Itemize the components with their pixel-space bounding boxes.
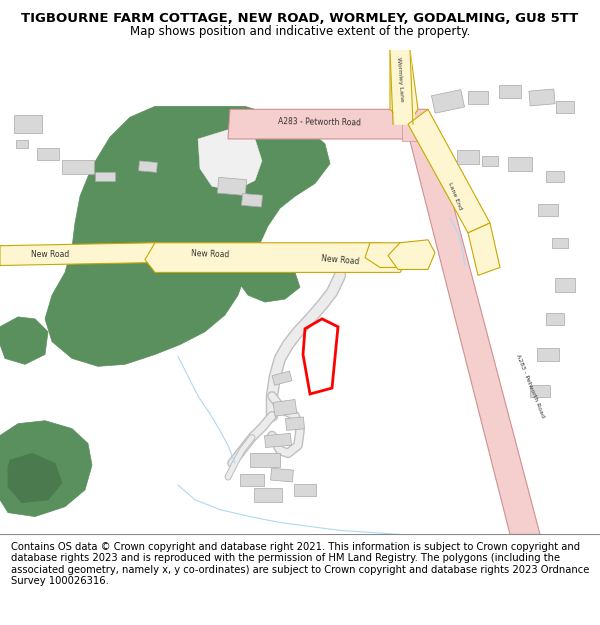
Bar xyxy=(482,156,498,166)
Polygon shape xyxy=(145,242,410,272)
Bar xyxy=(272,371,292,385)
Bar xyxy=(37,148,59,160)
Bar xyxy=(468,91,488,104)
Polygon shape xyxy=(228,109,418,139)
Bar xyxy=(242,194,262,207)
Bar xyxy=(530,384,550,398)
Polygon shape xyxy=(388,240,435,269)
Polygon shape xyxy=(45,106,330,366)
Text: Lane End: Lane End xyxy=(447,182,463,211)
Bar xyxy=(14,115,42,133)
Text: A283 - Petworth Road: A283 - Petworth Road xyxy=(278,117,362,128)
Bar xyxy=(529,89,555,106)
Bar xyxy=(139,161,157,172)
Bar xyxy=(265,433,292,447)
Bar xyxy=(555,278,575,292)
Polygon shape xyxy=(8,453,62,503)
Text: New Road: New Road xyxy=(31,250,69,259)
Polygon shape xyxy=(390,50,415,124)
Text: TIGBOURNE FARM COTTAGE, NEW ROAD, WORMLEY, GODALMING, GU8 5TT: TIGBOURNE FARM COTTAGE, NEW ROAD, WORMLE… xyxy=(22,12,578,26)
Bar xyxy=(538,204,558,216)
Polygon shape xyxy=(390,50,418,124)
Bar xyxy=(546,171,564,182)
Text: Map shows position and indicative extent of the property.: Map shows position and indicative extent… xyxy=(130,24,470,38)
Text: New Road: New Road xyxy=(191,249,229,260)
Bar xyxy=(273,399,297,416)
Bar xyxy=(556,101,574,113)
Bar xyxy=(16,140,28,148)
Bar xyxy=(240,474,264,486)
Bar xyxy=(499,84,521,98)
Bar xyxy=(95,172,115,181)
Text: New Road: New Road xyxy=(320,254,359,267)
Bar xyxy=(537,348,559,361)
Polygon shape xyxy=(408,109,490,233)
Polygon shape xyxy=(0,421,92,517)
Polygon shape xyxy=(0,317,48,364)
Bar xyxy=(217,177,247,196)
Text: A283 - Petworth Road: A283 - Petworth Road xyxy=(515,354,545,419)
Polygon shape xyxy=(468,223,500,276)
Bar xyxy=(508,157,532,171)
Bar xyxy=(62,160,94,174)
Bar xyxy=(271,468,293,482)
Bar xyxy=(457,150,479,164)
Bar xyxy=(250,453,280,467)
Text: Wormley Lane: Wormley Lane xyxy=(396,57,404,102)
Bar xyxy=(286,417,304,431)
Polygon shape xyxy=(238,258,300,302)
Polygon shape xyxy=(390,50,410,70)
Polygon shape xyxy=(365,242,430,268)
Bar xyxy=(431,89,464,113)
Text: Contains OS data © Crown copyright and database right 2021. This information is : Contains OS data © Crown copyright and d… xyxy=(11,542,589,586)
Polygon shape xyxy=(0,242,165,266)
Bar xyxy=(552,238,568,248)
Bar xyxy=(294,484,316,496)
Polygon shape xyxy=(402,109,540,534)
Polygon shape xyxy=(198,129,262,191)
Bar xyxy=(254,488,282,502)
Polygon shape xyxy=(402,109,428,141)
Bar xyxy=(546,313,564,325)
